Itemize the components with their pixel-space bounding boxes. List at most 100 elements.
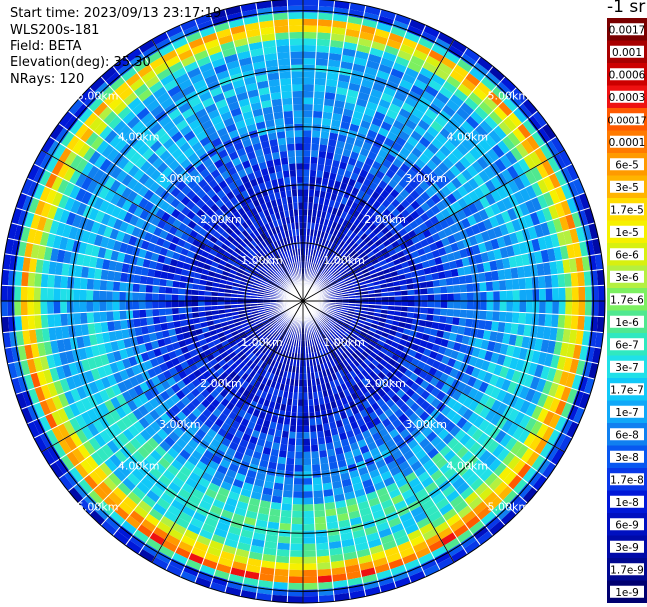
heatmap-cell (521, 335, 530, 349)
heatmap-cell (286, 337, 291, 345)
heatmap-cell (367, 265, 375, 272)
heatmap-cell (388, 296, 395, 301)
heatmap-cell (319, 456, 329, 465)
heatmap-cell (484, 71, 501, 87)
heatmap-cell (73, 276, 82, 290)
heatmap-cell (506, 290, 514, 301)
heatmap-cell (512, 425, 525, 441)
heatmap-cell (369, 243, 378, 251)
heatmap-cell (440, 308, 448, 317)
heatmap-cell (334, 273, 342, 280)
heatmap-cell (381, 433, 393, 444)
heatmap-cell (335, 356, 343, 364)
heatmap-cell (435, 497, 450, 511)
heatmap-cell (421, 426, 433, 438)
heatmap-cell (495, 331, 505, 344)
heatmap-cell (369, 544, 385, 555)
heatmap-cell (434, 474, 448, 487)
heatmap-cell (434, 440, 447, 453)
heatmap-cell (479, 183, 491, 196)
heatmap-cell (407, 152, 419, 164)
heatmap-cell (472, 415, 485, 429)
heatmap-cell (478, 138, 492, 153)
heatmap-cell (466, 309, 474, 319)
heatmap-cell (362, 271, 371, 278)
heatmap-cell (464, 226, 475, 238)
heatmap-cell (534, 223, 544, 239)
heatmap-cell (27, 286, 35, 301)
heatmap-cell (354, 245, 362, 253)
heatmap-cell (368, 293, 376, 298)
heatmap-cell (505, 311, 513, 323)
heatmap-cell (248, 497, 261, 507)
heatmap-cell (451, 389, 463, 402)
heatmap-cell (374, 154, 386, 165)
heatmap-cell (317, 265, 323, 273)
heatmap-cell (277, 416, 285, 425)
heatmap-cell (414, 141, 427, 154)
heatmap-cell (327, 321, 334, 328)
heatmap-cell (303, 150, 311, 157)
heatmap-cell (488, 476, 504, 492)
heatmap-cell (357, 37, 373, 48)
heatmap-cell (375, 133, 387, 144)
heatmap-cell (453, 64, 469, 78)
heatmap-cell (303, 589, 319, 597)
heatmap-cell (490, 238, 500, 251)
heatmap-cell (433, 222, 444, 233)
heatmap-cell (339, 232, 346, 241)
heatmap-cell (536, 458, 551, 475)
heatmap-cell (337, 459, 348, 468)
heatmap-cell (465, 72, 481, 87)
heatmap-cell (374, 28, 391, 39)
heatmap-cell (321, 341, 327, 349)
heatmap-cell (330, 336, 337, 344)
heatmap-cell (566, 388, 578, 405)
heatmap-cell (401, 488, 415, 500)
heatmap-cell (319, 328, 325, 336)
heatmap-cell (407, 61, 423, 73)
heatmap-cell (339, 121, 351, 130)
heatmap-cell (458, 275, 467, 285)
heatmap-cell (165, 301, 172, 309)
heatmap-cell (539, 143, 554, 160)
heatmap-cell (398, 482, 412, 495)
heatmap-cell (492, 310, 500, 322)
heatmap-cell (259, 566, 275, 576)
heatmap-cell (472, 211, 483, 224)
heatmap-cell (330, 119, 342, 128)
heatmap-cell (482, 218, 493, 231)
heatmap-cell (355, 301, 363, 305)
heatmap-cell (291, 517, 303, 525)
heatmap-cell (287, 391, 294, 399)
heatmap-cell (496, 81, 512, 97)
heatmap-cell (311, 262, 316, 270)
heatmap-cell (320, 319, 327, 326)
heatmap-cell (283, 477, 294, 485)
heatmap-cell (474, 105, 489, 120)
heatmap-cell (449, 424, 462, 438)
heatmap-cell (540, 221, 551, 237)
heatmap-cell (453, 499, 469, 514)
heatmap-cell (355, 325, 363, 331)
heatmap-cell (279, 356, 285, 364)
heatmap-cell (323, 325, 330, 332)
heatmap-cell (459, 343, 468, 354)
heatmap-cell (278, 522, 292, 531)
heatmap-cell (376, 339, 385, 347)
heatmap-cell (335, 238, 343, 246)
heatmap-cell (405, 317, 414, 325)
heatmap-cell (363, 484, 376, 495)
heatmap-cell (253, 478, 265, 488)
heatmap-cell (86, 312, 95, 324)
heatmap-cell (504, 322, 512, 334)
heatmap-cell (1, 301, 8, 317)
heatmap-cell (213, 569, 230, 581)
heatmap-cell (311, 339, 315, 346)
heatmap-cell (581, 255, 591, 272)
heatmap-cell (554, 399, 567, 416)
heatmap-cell (579, 240, 589, 257)
heatmap-cell (340, 344, 347, 353)
heatmap-cell (400, 311, 408, 318)
heatmap-cell (311, 130, 321, 138)
